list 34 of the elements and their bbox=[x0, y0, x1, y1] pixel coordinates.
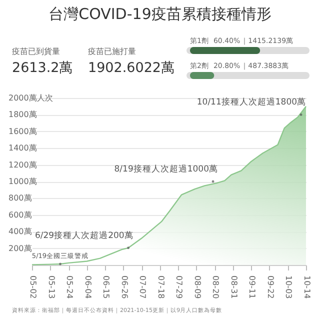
y-tick-label: 1600萬 bbox=[8, 126, 37, 136]
x-tick-label: 06-04 bbox=[83, 276, 92, 299]
y-tick-label: 1000萬 bbox=[8, 177, 37, 186]
x-tick-label: 09-22 bbox=[266, 276, 275, 299]
annotation: 10/11接種人次超過1800萬 bbox=[196, 96, 306, 108]
text: 2613.2萬 bbox=[12, 59, 74, 77]
y-tick-label: 600萬 bbox=[8, 210, 32, 220]
y-tick-label: 400萬 bbox=[8, 227, 32, 236]
y-tick-label: 1800萬 bbox=[8, 110, 37, 120]
annotation: 8/19接種人次超過1000萬 bbox=[114, 164, 218, 174]
annotation: 6/29接種人次超過200萬 bbox=[35, 230, 134, 241]
text: 台灣COVID-19疫苗累積接種情形 bbox=[48, 5, 272, 24]
x-tick-label: 10-03 bbox=[284, 276, 294, 299]
text: 疫苗已到貨量 bbox=[12, 46, 60, 57]
x-tick-label: 09-11 bbox=[248, 276, 257, 299]
y-tick-label: 800萬 bbox=[8, 194, 32, 203]
y-tick-label: 1400萬 bbox=[8, 144, 37, 153]
x-tick-label: 05-02 bbox=[28, 276, 38, 299]
x-tick-label: 08-20 bbox=[211, 276, 220, 299]
x-tick-label: 06-26 bbox=[120, 276, 129, 299]
y-tick-label: 1200萬 bbox=[8, 160, 37, 170]
x-tick-label: 08-31 bbox=[229, 276, 238, 299]
x-tick-label: 07-18 bbox=[156, 276, 166, 299]
text: 1902.6022萬 bbox=[88, 59, 176, 77]
x-tick-label: 07-29 bbox=[174, 276, 184, 299]
x-tick-label: 06-15 bbox=[102, 276, 111, 299]
x-tick-label: 05-24 bbox=[65, 276, 74, 299]
y-tick-label: 2000萬人次 bbox=[8, 94, 53, 102]
text: 疫苗已施打量 bbox=[88, 46, 136, 57]
x-tick-label: 08-09 bbox=[192, 276, 202, 299]
y-tick-label: 200萬 bbox=[8, 244, 32, 253]
x-tick-label: 07-07 bbox=[138, 276, 148, 299]
x-tick-label: 05-13 bbox=[46, 276, 56, 299]
x-tick-label: 10-14 bbox=[302, 276, 312, 299]
